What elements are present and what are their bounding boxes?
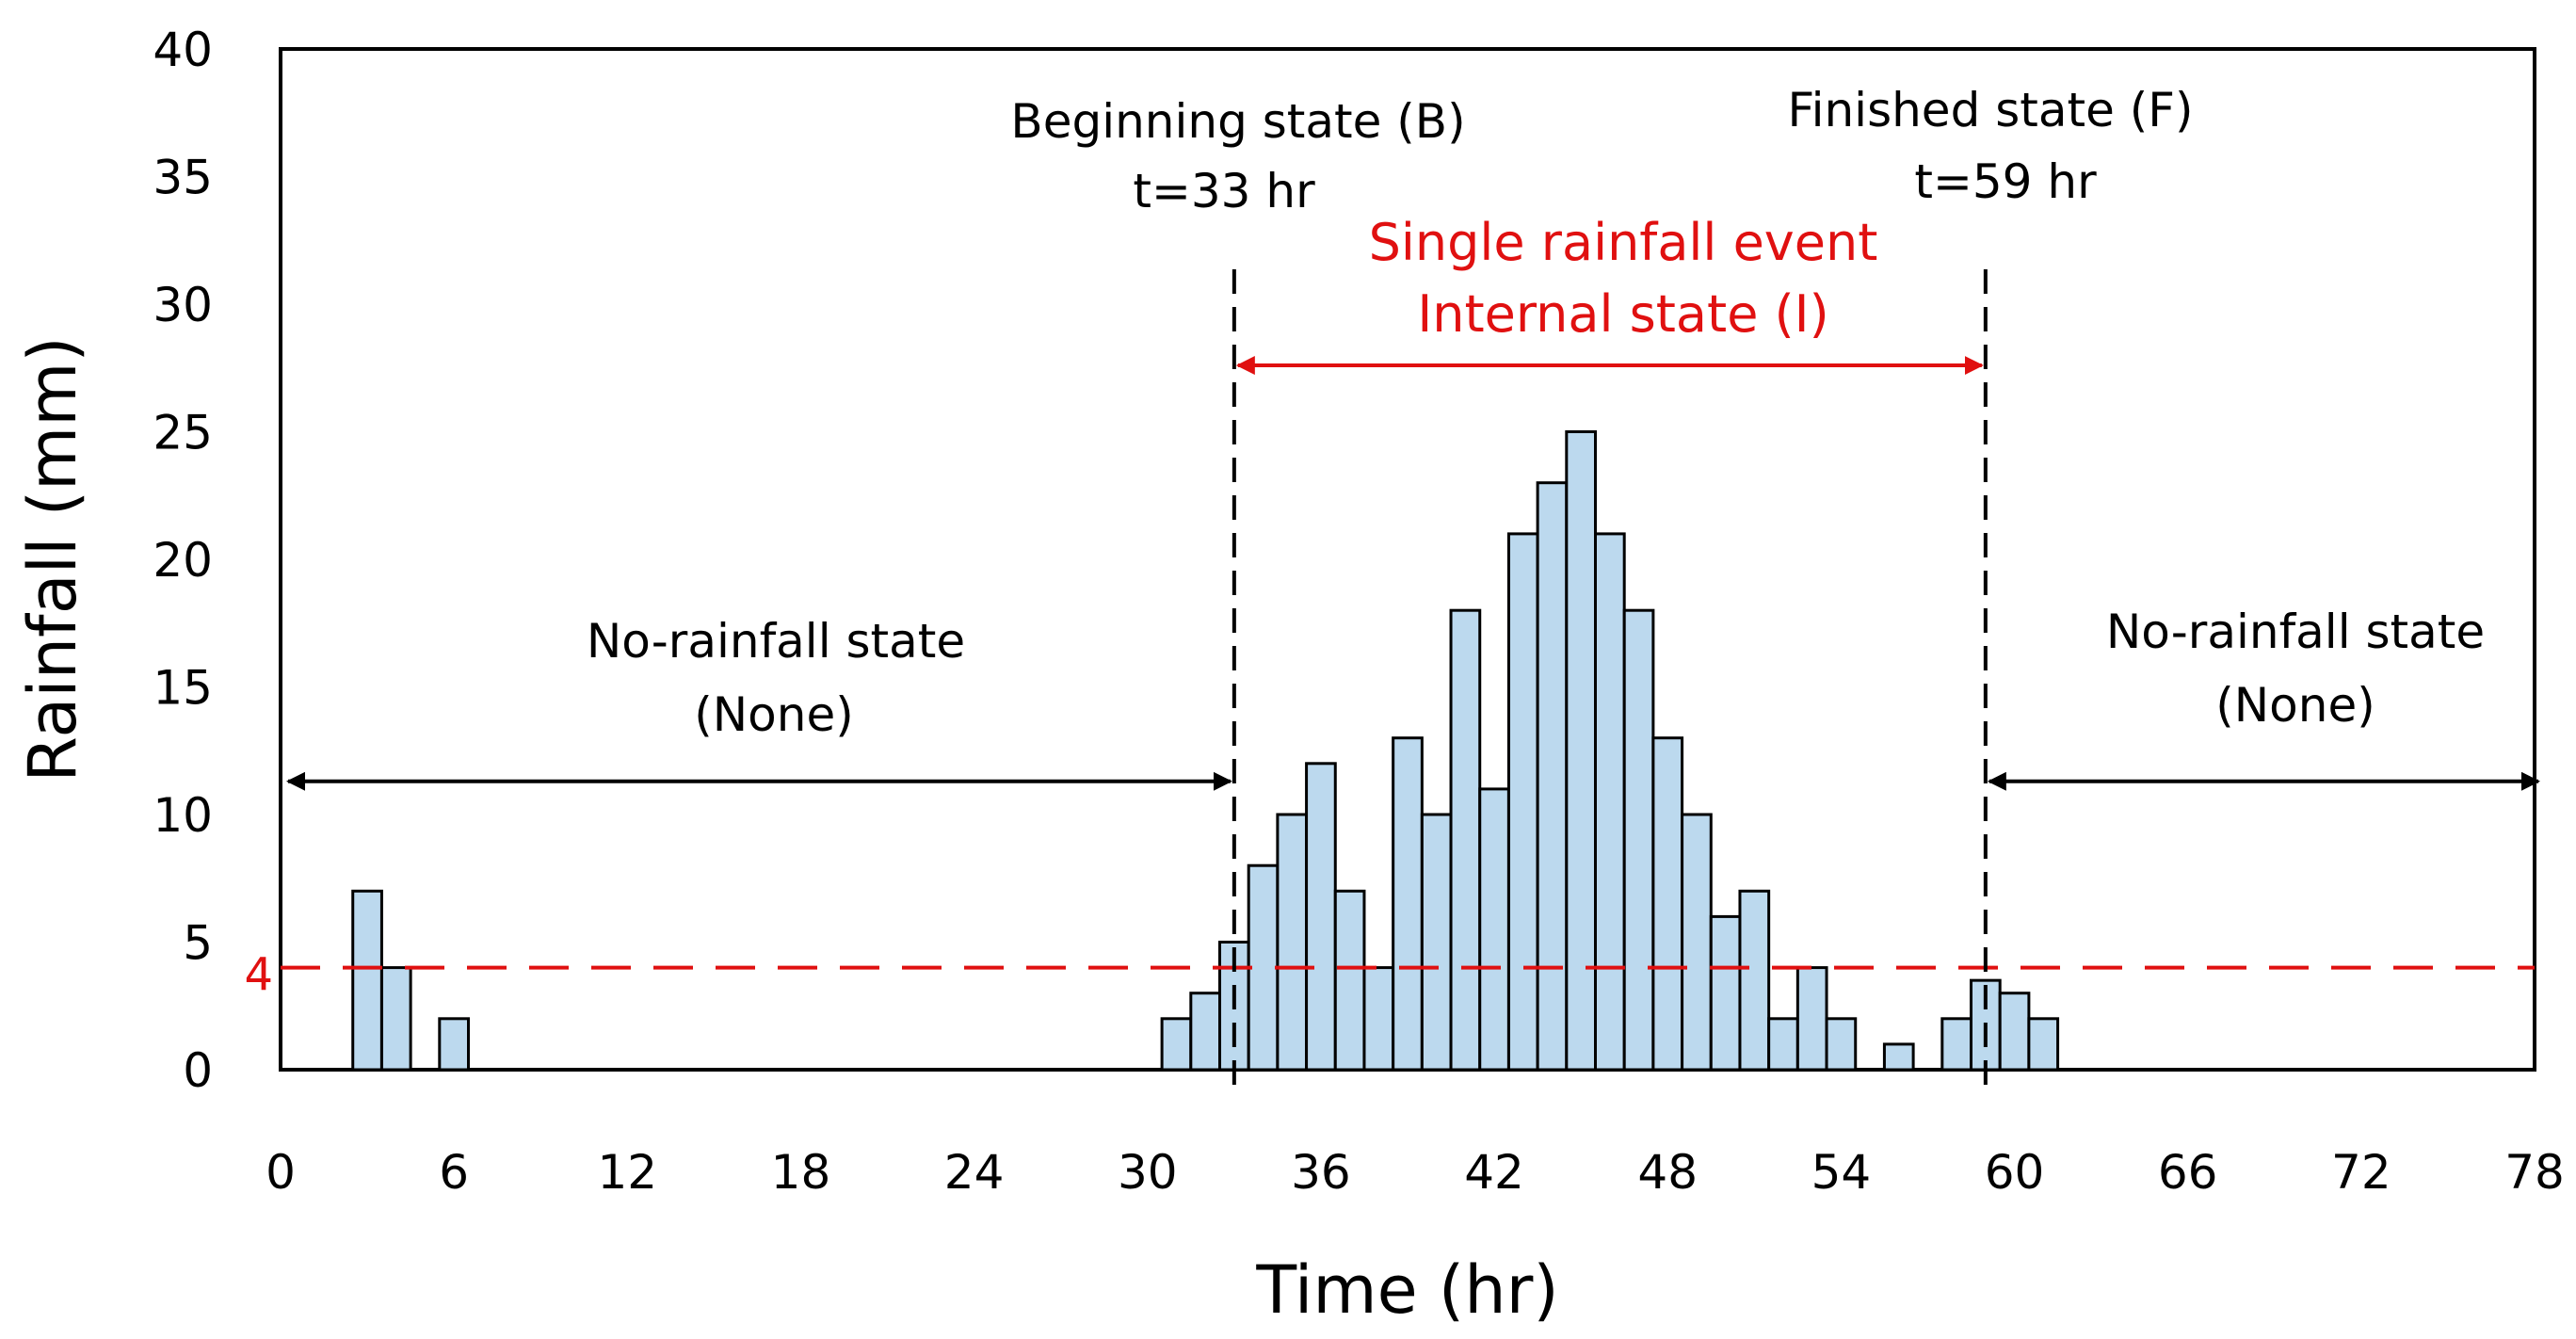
y-tick-label: 25 [153, 406, 213, 460]
y-tick-label: 35 [153, 151, 213, 205]
bar-hour-44 [1536, 481, 1569, 1072]
finished-state-label: Finished state (F) [1787, 83, 2193, 137]
y-axis-title: Rainfall (mm) [14, 336, 91, 782]
y-tick-label: 5 [183, 916, 213, 971]
x-tick-label: 54 [1811, 1145, 1872, 1200]
internal-state-label: Internal state (I) [1417, 284, 1828, 344]
bar-hour-49 [1681, 813, 1713, 1072]
bar-hour-4 [379, 966, 412, 1072]
y-tick-label: 30 [153, 278, 213, 332]
bar-hour-56 [1882, 1042, 1915, 1072]
x-tick-label: 48 [1637, 1145, 1698, 1200]
bar-hour-50 [1709, 914, 1742, 1072]
bar-hour-41 [1449, 608, 1482, 1072]
bars-layer [351, 430, 2060, 1072]
bar-hour-53 [1795, 966, 1828, 1072]
bar-hour-39 [1392, 736, 1424, 1072]
right-none-label: (None) [2215, 678, 2375, 733]
finished-time-label: t=59 hr [1914, 154, 2097, 209]
beginning-time-label: t=33 hr [1133, 164, 1315, 218]
x-tick-label: 6 [439, 1145, 469, 1200]
x-tick-layer: 0 6 12 18 24 30 36 42 48 54 60 66 72 78 [266, 1145, 2565, 1200]
bar-hour-51 [1738, 889, 1771, 1072]
x-tick-label: 60 [1985, 1145, 2045, 1200]
bar-hour-47 [1622, 608, 1655, 1072]
x-tick-label: 12 [597, 1145, 657, 1200]
beginning-state-label: Beginning state (B) [1010, 94, 1465, 149]
left-no-rainfall-label: No-rainfall state [587, 614, 965, 669]
bar-hour-36 [1305, 762, 1337, 1072]
bar-hour-31 [1160, 1017, 1193, 1072]
y-tick-label: 0 [183, 1043, 213, 1098]
bar-hour-43 [1506, 532, 1539, 1072]
bar-hour-46 [1594, 532, 1626, 1072]
threshold-label: 4 [244, 949, 273, 1002]
x-tick-label: 42 [1464, 1145, 1524, 1200]
bar-hour-48 [1651, 736, 1684, 1072]
y-tick-label: 10 [153, 788, 213, 843]
y-tick-label: 40 [153, 23, 213, 77]
bar-hour-40 [1420, 813, 1453, 1072]
x-tick-label: 24 [944, 1145, 1005, 1200]
bar-hour-34 [1247, 863, 1280, 1072]
x-tick-label: 18 [771, 1145, 831, 1200]
bar-hour-58 [1940, 1017, 1972, 1072]
x-tick-label: 66 [2158, 1145, 2218, 1200]
bar-hour-45 [1565, 430, 1598, 1072]
bar-hour-42 [1478, 787, 1510, 1072]
bar-hour-60 [1998, 992, 2031, 1072]
x-axis-title: Time (hr) [1255, 1251, 1558, 1329]
right-no-rainfall-label: No-rainfall state [2106, 605, 2485, 659]
bar-hour-3 [351, 889, 383, 1072]
bar-hour-35 [1276, 813, 1309, 1072]
x-tick-label: 36 [1291, 1145, 1351, 1200]
x-tick-label: 0 [266, 1145, 296, 1200]
bar-hour-38 [1362, 966, 1395, 1072]
event-label: Single rainfall event [1369, 213, 1878, 272]
y-tick-label: 15 [153, 661, 213, 716]
left-none-label: (None) [694, 687, 853, 742]
bar-hour-52 [1767, 1017, 1799, 1072]
bar-hour-61 [2027, 1017, 2060, 1072]
x-tick-label: 78 [2504, 1145, 2565, 1200]
y-tick-label: 20 [153, 533, 213, 588]
bar-hour-32 [1189, 992, 1222, 1072]
y-tick-layer: 0 5 10 15 20 25 30 35 40 [153, 23, 213, 1098]
x-tick-label: 30 [1118, 1145, 1178, 1200]
bar-hour-37 [1333, 889, 1366, 1072]
bar-hour-54 [1825, 1017, 1858, 1072]
x-tick-label: 72 [2331, 1145, 2391, 1200]
bar-hour-6 [438, 1017, 470, 1072]
